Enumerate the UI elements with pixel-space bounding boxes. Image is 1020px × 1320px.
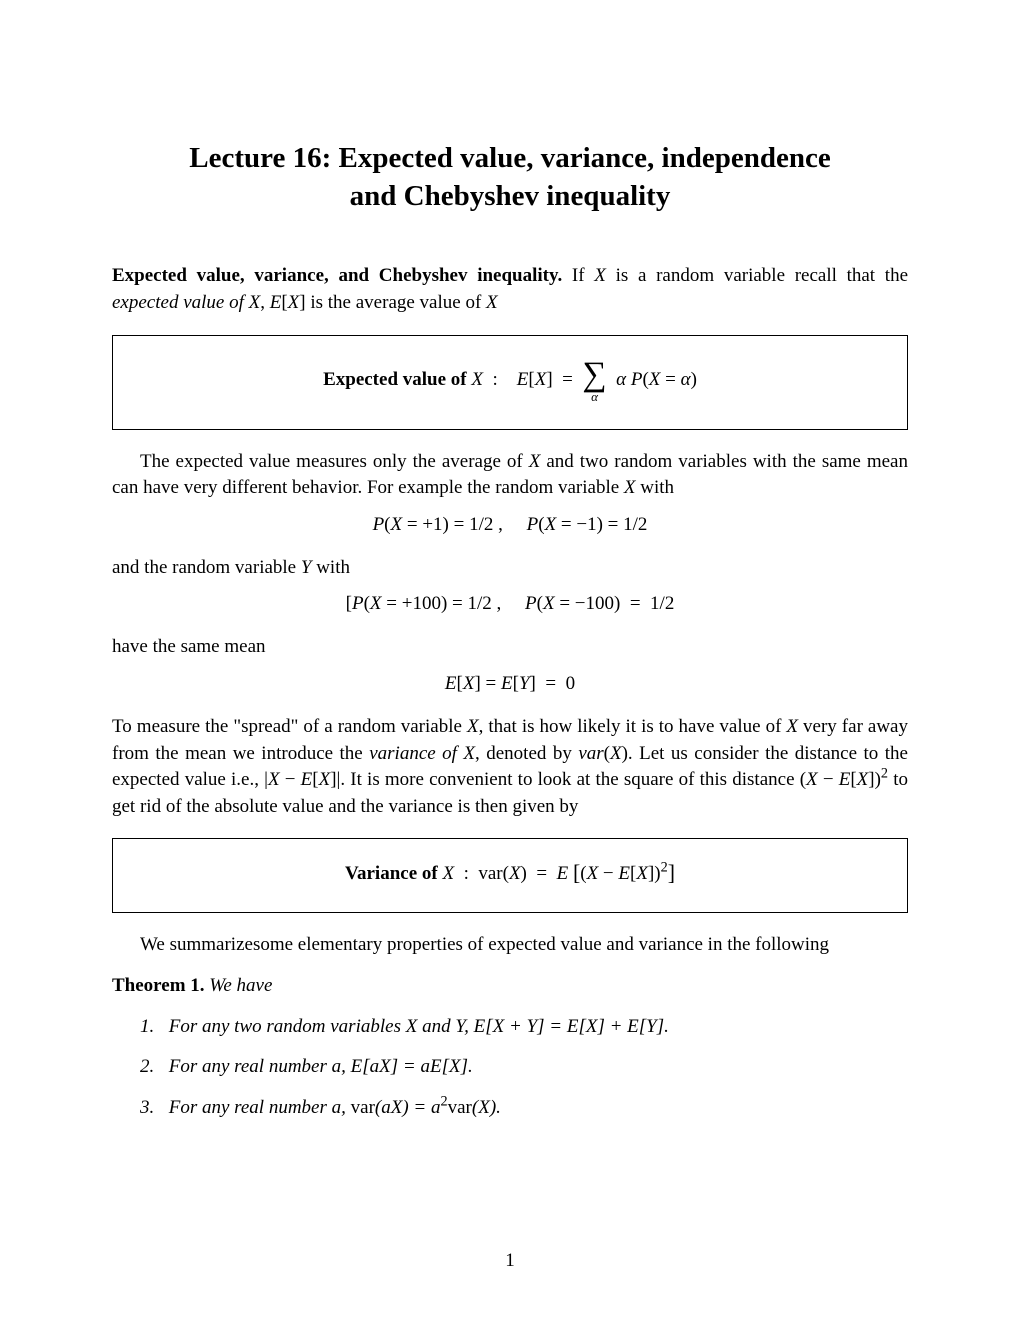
p5b: , that is how likely it is to have value…	[479, 716, 787, 737]
p5emph: variance of	[369, 743, 457, 764]
p3b: with	[311, 557, 350, 578]
t1c: , E[X + Y] = E[X] + E[Y].	[464, 1016, 669, 1037]
t3b: ,	[341, 1097, 351, 1118]
p3a: and the random variable	[112, 557, 301, 578]
summation: ∑ α	[582, 358, 606, 403]
sigma-icon: ∑	[582, 356, 606, 393]
intro-bold: Expected value, variance, and Chebyshev …	[112, 265, 562, 286]
var-X: X	[486, 292, 498, 313]
p5d: , denoted by	[475, 743, 578, 764]
intro-a: If	[562, 265, 594, 286]
expr-EX: E	[270, 292, 282, 313]
page-number: 1	[0, 1250, 1020, 1272]
p2a: The expected value measures only the ave…	[140, 451, 529, 472]
box1-label: Expected value of	[323, 368, 467, 389]
variance-box: Variance of X : var(X) = E [(X − E[X])2]	[112, 838, 908, 913]
para-5: To measure the "spread" of a random vari…	[112, 714, 908, 820]
para-3: and the random variable Y with	[112, 555, 908, 582]
equation-2: [P(X = +100) = 1/2 , P(X = −100) = 1/2	[112, 593, 908, 615]
p2c: with	[636, 477, 675, 498]
intro-c: is the average value of	[306, 292, 486, 313]
t2b: , E[aX] = aE[X].	[341, 1056, 473, 1077]
equation-3: E[X] = E[Y] = 0	[112, 673, 908, 695]
para-2: The expected value measures only the ave…	[112, 449, 908, 502]
para-6: We summarizesome elementary properties o…	[112, 932, 908, 959]
p5f: . It is more convenient to look at the s…	[340, 769, 799, 790]
alpha: α	[616, 368, 626, 389]
t2a: For any real number	[169, 1056, 332, 1077]
theorem-intro: We have	[209, 975, 272, 996]
p5a: To measure the "spread" of a random vari…	[112, 716, 467, 737]
para-4: have the same mean	[112, 634, 908, 661]
theorem-item-3: 3. For any real number a, var(aX) = a2va…	[140, 1095, 908, 1122]
t3a: For any real number	[169, 1097, 332, 1118]
theorem-list: 1. For any two random variables X and Y,…	[112, 1014, 908, 1122]
theorem-item-1: 1. For any two random variables X and Y,…	[140, 1014, 908, 1041]
var-X: X	[594, 265, 606, 286]
title-line-2: and Chebyshev inequality	[350, 180, 671, 212]
intro-b: is a random variable recall that the	[606, 265, 908, 286]
theorem-heading: Theorem 1. We have	[112, 973, 908, 1000]
equation-1: P(X = +1) = 1/2 , P(X = −1) = 1/2	[112, 514, 908, 536]
document-page: Lecture 16: Expected value, variance, in…	[0, 0, 1020, 1320]
title-line-1: Lecture 16: Expected value, variance, in…	[189, 142, 830, 174]
expected-value-box: Expected value of X : E[X] = ∑ α α P(X =…	[112, 335, 908, 430]
page-title: Lecture 16: Expected value, variance, in…	[112, 140, 908, 215]
theorem-item-2: 2. For any real number a, E[aX] = aE[X].	[140, 1054, 908, 1081]
theorem-label: Theorem 1.	[112, 975, 205, 996]
intro-emph: expected value of	[112, 292, 244, 313]
t1a: For any two random variables	[169, 1016, 406, 1037]
var-X: X	[249, 292, 261, 313]
intro-paragraph: Expected value, variance, and Chebyshev …	[112, 263, 908, 316]
box2-label: Variance of	[345, 863, 438, 884]
t1b: and	[417, 1016, 455, 1037]
